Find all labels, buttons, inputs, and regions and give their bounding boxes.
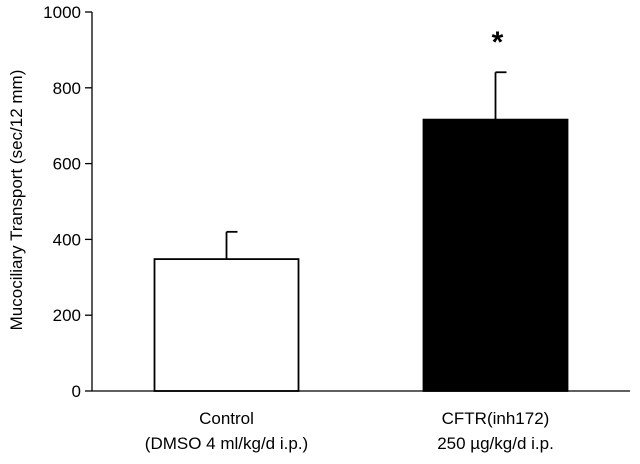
x-tick-label: CFTR(inh172) — [442, 409, 550, 428]
x-axis: Control (DMSO 4 ml/kg/d i.p.) CFTR(inh172)… — [92, 390, 630, 453]
bars-group — [153, 71, 569, 392]
y-tick-label: 1000 — [43, 3, 81, 22]
x-tick-label: Control — [199, 409, 254, 428]
x-tick-label: 250 µg/kg/d i.p. — [437, 434, 554, 453]
y-axis-label: Mucociliary Transport (sec/12 mm) — [7, 70, 26, 331]
annotations-group: * — [492, 26, 504, 59]
bar-2 — [422, 118, 569, 392]
y-tick-label: 200 — [53, 306, 81, 325]
y-tick-label: 400 — [53, 230, 81, 249]
bar-1 — [153, 258, 300, 392]
y-tick-label: 0 — [72, 382, 81, 401]
x-tick-label: (DMSO 4 ml/kg/d i.p.) — [145, 434, 308, 453]
y-tick-label: 800 — [53, 79, 81, 98]
y-tick-label: 600 — [53, 155, 81, 174]
y-axis: 0 200 400 600 800 1000 — [43, 3, 93, 401]
significance-star: * — [492, 26, 504, 59]
